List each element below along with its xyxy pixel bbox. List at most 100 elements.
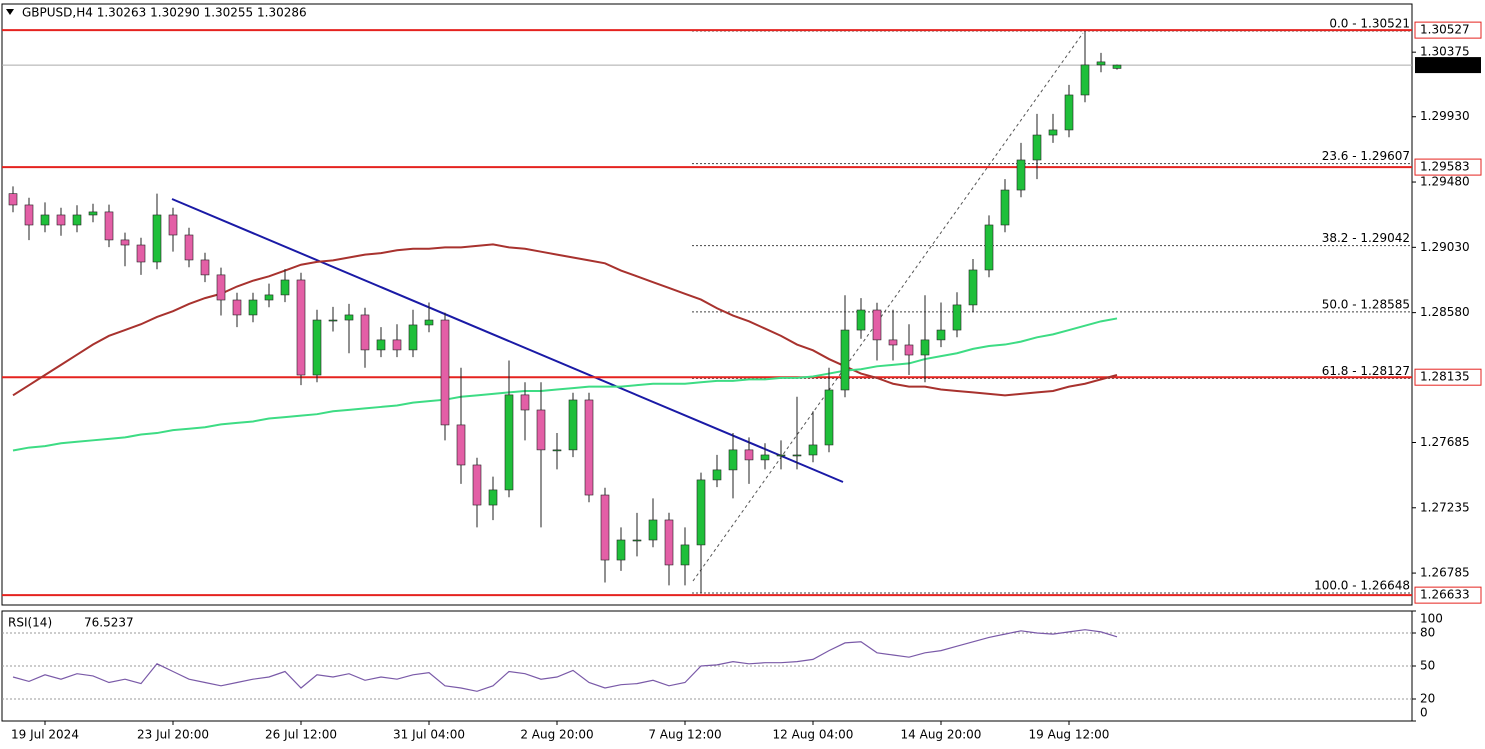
candle-body [152, 214, 162, 263]
x-tick-label: 19 Aug 12:00 [1029, 728, 1110, 742]
candle-body [600, 494, 610, 561]
candle-body [888, 339, 898, 346]
current-price-box [1415, 57, 1481, 74]
moving-average [12, 317, 1118, 452]
candle-body [1048, 129, 1058, 136]
moving-average [12, 243, 1118, 397]
chart-layer: 1.30375 1.29930 1.29480 1.29030 1.28580 1.276… [2, 16, 1482, 742]
candle-body [552, 449, 562, 452]
candle-body [440, 319, 450, 426]
candle-body [232, 299, 242, 316]
y-tick-label: 1.29930 [1420, 109, 1470, 123]
x-tick-label: 26 Jul 12:00 [265, 728, 337, 742]
y-tick-label: 1.26785 [1420, 566, 1470, 580]
candle-body [200, 259, 210, 276]
candle-body [824, 389, 834, 446]
candle-body [760, 454, 770, 461]
level-box [1414, 368, 1482, 386]
candle-body [376, 339, 386, 351]
candle-body [776, 454, 786, 457]
candle-body [664, 519, 674, 566]
main-panel-frame [1, 3, 1413, 606]
candle-body [728, 449, 738, 471]
candle-body [968, 269, 978, 306]
candle-body [584, 399, 594, 496]
x-tick-label: 2 Aug 20:00 [520, 728, 593, 742]
candle-body [264, 294, 274, 301]
candle-body [920, 339, 930, 356]
y-tick-label: 80 [1420, 626, 1435, 640]
y-tick-label: 1.30375 [1420, 45, 1470, 59]
candle-body [808, 444, 818, 456]
x-tick-label: 12 Aug 04:00 [773, 728, 854, 742]
candle-body [392, 339, 402, 351]
candle-body [472, 464, 482, 506]
candle-body [136, 244, 146, 263]
candle-body [328, 319, 338, 322]
x-tick-label: 7 Aug 12:00 [648, 728, 721, 742]
rsi-line [12, 629, 1118, 692]
candle-body [456, 424, 466, 466]
candle-body [424, 319, 434, 326]
fib-level-label: 38.2 - 1.29042 [1322, 231, 1410, 245]
y-tick-label: 1.29030 [1420, 240, 1470, 254]
fib-level-label: 0.0 - 1.30521 [1329, 16, 1410, 30]
level-label: 1.28135 [1420, 370, 1470, 384]
symbol-menu-arrow [6, 9, 14, 15]
candle-body [312, 319, 322, 376]
candle-body [616, 539, 626, 561]
candle-body [216, 274, 226, 301]
candle-body [1112, 64, 1122, 69]
candle-body [56, 214, 66, 226]
candle-body [680, 544, 690, 566]
candle-body [792, 454, 802, 457]
candle-body [840, 329, 850, 391]
candle-body [504, 394, 514, 491]
candle-body [1064, 94, 1074, 131]
candle-body [568, 399, 578, 451]
fib-trend-line [692, 32, 1084, 582]
candle-body [984, 224, 994, 271]
candle-body [40, 214, 50, 226]
candle-body [72, 214, 82, 226]
level-label: 1.30527 [1420, 23, 1470, 37]
x-tick-label: 19 Jul 2024 [11, 728, 79, 742]
candle-body [296, 279, 306, 376]
x-tick-label: 31 Jul 04:00 [393, 728, 465, 742]
y-tick-label: 100 [1420, 612, 1443, 626]
candle-body [648, 519, 658, 541]
level-label: 1.29583 [1420, 160, 1470, 174]
y-tick-label: 20 [1420, 692, 1435, 706]
level-box [1414, 21, 1482, 39]
candle-body [536, 409, 546, 451]
candle-body [88, 211, 98, 216]
candle-body [744, 449, 754, 461]
rsi-title: RSI(14) [8, 616, 52, 630]
y-tick-label: 50 [1420, 659, 1435, 673]
candle-body [8, 193, 18, 206]
candle-body [632, 539, 642, 542]
candle-body [696, 479, 706, 546]
candle-body [872, 309, 882, 341]
candle-body [856, 309, 866, 331]
y-tick-label: 1.28580 [1420, 305, 1470, 319]
level-box [1414, 586, 1482, 604]
fib-level-label: 23.6 - 1.29607 [1322, 149, 1410, 163]
candle-body [168, 214, 178, 236]
fib-level-label: 61.8 - 1.28127 [1322, 364, 1410, 378]
candle-body [184, 234, 194, 261]
candle-body [488, 489, 498, 506]
y-tick-label: 1.27685 [1420, 435, 1470, 449]
candle-body [104, 211, 114, 241]
candle-body [248, 299, 258, 316]
candle-body [1032, 134, 1042, 161]
candle-body [904, 344, 914, 356]
candle-body [712, 469, 722, 481]
candle-body [1000, 189, 1010, 226]
candle-body [120, 239, 130, 246]
y-tick-label: 1.27235 [1420, 500, 1470, 514]
trend-line [171, 198, 844, 483]
chart-title: GBPUSD,H4 1.30263 1.30290 1.30255 1.3028… [22, 6, 307, 20]
